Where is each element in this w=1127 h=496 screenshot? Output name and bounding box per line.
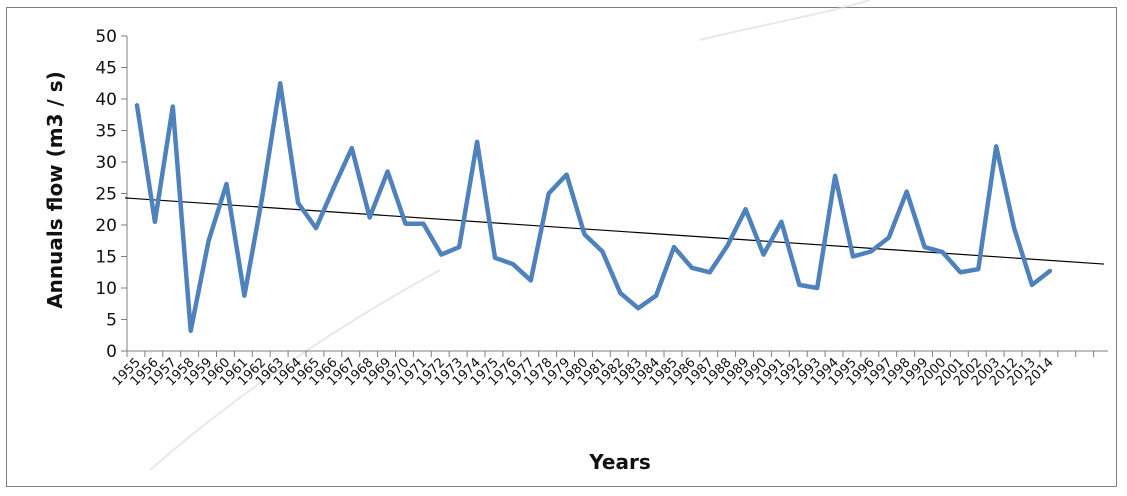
data-point bbox=[601, 250, 604, 253]
data-point bbox=[977, 268, 980, 271]
data-point bbox=[672, 245, 675, 248]
x-axis: 1955195619571958195919601961196219631964… bbox=[110, 351, 1108, 389]
trendline-layer bbox=[125, 198, 1104, 264]
y-tick-label: 35 bbox=[95, 122, 117, 142]
data-point bbox=[225, 182, 228, 185]
data-point bbox=[440, 253, 443, 256]
trend-line bbox=[125, 198, 1104, 264]
watermark bbox=[150, 0, 870, 470]
y-tick-label: 5 bbox=[106, 311, 117, 331]
data-point bbox=[350, 147, 353, 150]
data-point bbox=[404, 222, 407, 225]
data-point bbox=[297, 201, 300, 204]
data-point bbox=[493, 256, 496, 259]
data-point bbox=[851, 255, 854, 258]
data-point bbox=[529, 279, 532, 282]
data-point bbox=[941, 250, 944, 253]
data-point bbox=[332, 186, 335, 189]
data-point bbox=[637, 307, 640, 310]
data-point bbox=[458, 245, 461, 248]
data-point bbox=[905, 190, 908, 193]
data-point bbox=[816, 286, 819, 289]
data-point bbox=[655, 294, 658, 297]
data-point bbox=[834, 174, 837, 177]
data-point bbox=[690, 266, 693, 269]
data-point bbox=[476, 140, 479, 143]
x-axis-title: Years bbox=[588, 450, 650, 474]
data-point bbox=[1030, 283, 1033, 286]
series-layer bbox=[135, 82, 1051, 333]
data-point bbox=[153, 220, 156, 223]
y-tick-label: 45 bbox=[95, 59, 117, 79]
y-tick-label: 30 bbox=[95, 153, 117, 173]
data-point bbox=[171, 105, 174, 108]
data-point bbox=[887, 236, 890, 239]
y-tick-label: 10 bbox=[95, 279, 117, 299]
data-point bbox=[780, 220, 783, 223]
data-point bbox=[189, 329, 192, 332]
data-point bbox=[798, 283, 801, 286]
data-point bbox=[422, 222, 425, 225]
data-point bbox=[869, 250, 872, 253]
data-point bbox=[207, 239, 210, 242]
data-point bbox=[565, 173, 568, 176]
data-point bbox=[923, 245, 926, 248]
y-tick-label: 0 bbox=[106, 342, 117, 362]
series-line bbox=[137, 83, 1050, 330]
y-tick-label: 20 bbox=[95, 216, 117, 236]
data-point bbox=[547, 192, 550, 195]
y-axis: 0 5 10 15 20 25 30 35 40 45 50 bbox=[95, 27, 127, 362]
data-point bbox=[368, 216, 371, 219]
data-point bbox=[744, 208, 747, 211]
data-point bbox=[135, 104, 138, 107]
y-tick-label: 50 bbox=[95, 27, 117, 47]
data-point bbox=[314, 227, 317, 230]
data-point bbox=[959, 271, 962, 274]
data-point bbox=[583, 233, 586, 236]
data-point bbox=[708, 271, 711, 274]
data-point bbox=[762, 253, 765, 256]
data-point bbox=[619, 291, 622, 294]
data-point bbox=[995, 145, 998, 148]
y-tick-label: 15 bbox=[95, 248, 117, 268]
y-tick-label: 25 bbox=[95, 185, 117, 205]
data-point bbox=[1048, 269, 1051, 272]
data-point bbox=[261, 195, 264, 198]
data-point bbox=[1013, 227, 1016, 230]
data-point bbox=[386, 170, 389, 173]
y-tick-label: 40 bbox=[95, 90, 117, 110]
data-point bbox=[726, 244, 729, 247]
data-point bbox=[243, 294, 246, 297]
data-point bbox=[511, 262, 514, 265]
watermark-stroke bbox=[700, 0, 870, 40]
data-point bbox=[279, 82, 282, 85]
y-axis-title: Annuals flow (m3 / s) bbox=[43, 71, 67, 309]
